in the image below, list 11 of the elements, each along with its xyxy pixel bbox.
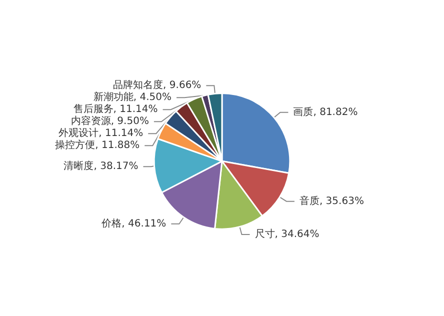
slice-label: 音质, 35.63% [299,194,364,207]
slice-label: 外观设计, 11.14% [58,127,144,140]
slice-label: 清晰度, 38.17% [64,160,138,172]
slice-label: 品牌知名度, 9.66% [113,79,202,92]
slice-label: 尺寸, 34.64% [254,228,320,240]
slice-label: 售后服务, 11.14% [73,103,158,116]
slice-label: 内容资源, 9.50% [70,115,149,128]
slice-label: 价格, 46.11% [100,217,166,230]
slice-label: 操控方便, 11.88% [55,139,140,152]
slice-label: 画质, 81.82% [293,106,358,118]
slice-label: 新潮功能, 4.50% [93,91,172,104]
